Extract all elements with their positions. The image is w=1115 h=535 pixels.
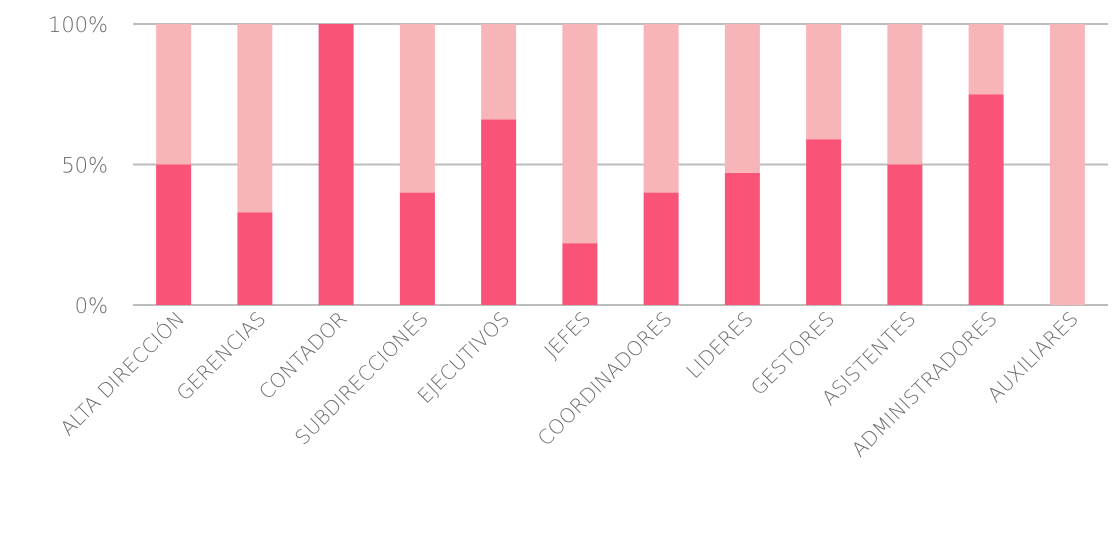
bar-segment-1 (399, 192, 435, 305)
bar-segment-2 (887, 24, 923, 165)
bar-segment-2 (399, 24, 435, 193)
bar-segment-2 (968, 24, 1004, 95)
bars-layer (156, 24, 1085, 305)
bar-segment-1 (968, 94, 1004, 305)
x-tick-label: JEFES (539, 307, 595, 363)
x-tick-label: LIDERES (681, 307, 758, 384)
bar-segment-1 (156, 164, 192, 305)
grid-layer (133, 23, 1108, 306)
bar-segment-2 (643, 24, 679, 193)
y-tick-label: 100% (48, 13, 108, 37)
bar-segment-2 (481, 24, 517, 120)
x-tick-label: SUBDIRECCIONES (290, 307, 433, 450)
bar-segment-1 (806, 139, 842, 305)
y-tick-label: 50% (61, 154, 108, 178)
bar-segment-2 (562, 24, 598, 244)
x-axis-ticks: ALTA DIRECCIÓNGERENCIASCONTADORSUBDIRECC… (55, 307, 1082, 462)
bar-segment-2 (156, 24, 192, 165)
bar-segment-2 (724, 24, 760, 173)
bar-segment-1 (887, 164, 923, 305)
y-tick-label: 0% (75, 294, 108, 318)
bar-segment-1 (318, 24, 354, 305)
bar-segment-2 (806, 24, 842, 140)
x-tick-label: ADMINISTRADORES (847, 307, 1002, 462)
bar-segment-1 (562, 243, 598, 305)
x-tick-label: COORDINADORES (533, 307, 677, 451)
x-tick-label: ALTA DIRECCIÓN (55, 307, 189, 441)
bar-segment-1 (643, 192, 679, 305)
bar-segment-1 (481, 119, 517, 305)
bar-segment-1 (237, 212, 273, 305)
bar-segment-2 (1049, 24, 1085, 305)
bar-segment-2 (237, 24, 273, 213)
bar-segment-1 (724, 172, 760, 305)
y-axis-ticks: 0% 50% 100% (48, 13, 108, 318)
